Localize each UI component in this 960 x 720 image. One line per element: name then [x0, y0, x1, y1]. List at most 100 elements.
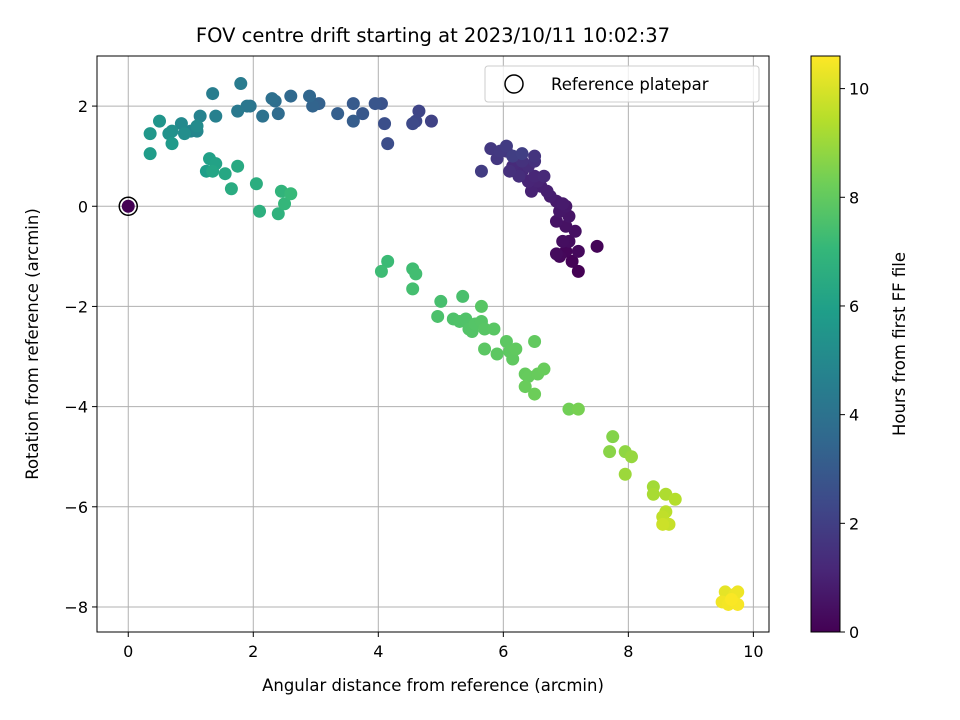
data-point	[515, 147, 529, 161]
data-point	[556, 197, 570, 211]
plot-frame	[96, 55, 770, 633]
y-tick-label: −2	[64, 297, 88, 316]
x-tick-label: 8	[623, 642, 633, 661]
data-point	[249, 177, 263, 191]
data-point	[528, 149, 542, 163]
data-point	[218, 167, 232, 181]
data-point	[518, 380, 532, 394]
y-tick-label: 2	[78, 97, 88, 116]
legend-label: Reference platepar	[551, 75, 709, 94]
data-point	[571, 264, 585, 278]
colorbar-tick-label: 8	[849, 188, 859, 207]
data-point	[278, 197, 292, 211]
data-point	[231, 104, 245, 118]
legend: Reference platepar	[484, 65, 760, 103]
data-point	[331, 107, 345, 121]
chart-title: FOV centre drift starting at 2023/10/11 …	[196, 24, 670, 47]
data-point	[556, 234, 570, 248]
data-point	[162, 127, 176, 141]
x-tick-label: 0	[123, 642, 133, 661]
x-axis-title: Angular distance from reference (arcmin)	[262, 676, 604, 695]
data-point	[724, 592, 738, 606]
data-point	[346, 114, 360, 128]
data-point	[499, 334, 513, 348]
data-point	[424, 114, 438, 128]
data-point	[478, 322, 492, 336]
reference-point-ring	[118, 196, 139, 217]
data-point	[381, 137, 395, 151]
data-point	[284, 187, 298, 201]
data-point	[537, 169, 551, 183]
data-point	[590, 239, 604, 253]
y-tick-label: −4	[64, 398, 88, 417]
data-point	[206, 164, 220, 178]
data-point	[143, 127, 157, 141]
data-point	[265, 92, 279, 106]
data-point	[271, 107, 285, 121]
data-point	[606, 430, 620, 444]
data-point	[356, 107, 370, 121]
reference-marker	[118, 196, 139, 217]
data-point	[431, 309, 445, 323]
data-point	[412, 104, 426, 118]
data-point	[509, 342, 523, 356]
data-point	[284, 89, 298, 103]
data-point	[256, 109, 270, 123]
data-point	[490, 347, 504, 361]
data-point	[374, 264, 388, 278]
data-point	[646, 487, 660, 501]
data-point	[303, 89, 317, 103]
data-point	[178, 127, 192, 141]
colorbar-title: Hours from first FF file	[890, 252, 909, 436]
x-axis-ticks: 0 2 4 6 8 10	[123, 632, 764, 661]
data-point	[571, 402, 585, 416]
data-point	[231, 159, 245, 173]
data-point	[271, 207, 285, 221]
data-point	[378, 117, 392, 131]
data-point	[503, 164, 517, 178]
data-point	[618, 467, 632, 481]
colorbar-tick-label: 4	[849, 406, 859, 425]
data-point	[524, 184, 538, 198]
y-tick-label: 0	[78, 197, 88, 216]
data-point	[668, 492, 682, 506]
data-point	[381, 254, 395, 268]
data-point	[528, 169, 542, 183]
colorbar-tick-label: 2	[849, 514, 859, 533]
data-point	[487, 322, 501, 336]
data-points	[143, 77, 745, 611]
colorbar-ticks: 0 2 4 6 8 10	[840, 80, 869, 642]
data-point	[565, 254, 579, 268]
data-point	[253, 204, 267, 218]
data-point	[549, 247, 563, 261]
data-point	[209, 109, 223, 123]
data-point	[406, 282, 420, 296]
data-point	[165, 137, 179, 151]
colorbar-tick-label: 10	[849, 80, 869, 99]
data-point	[234, 77, 248, 91]
data-point	[143, 147, 157, 161]
data-point	[474, 299, 488, 313]
data-point	[603, 445, 617, 459]
y-tick-label: −6	[64, 498, 88, 517]
data-point	[190, 119, 204, 133]
data-point	[456, 289, 470, 303]
data-point	[346, 97, 360, 111]
data-point	[562, 402, 576, 416]
y-axis-title: Rotation from reference (arcmin)	[23, 208, 42, 480]
colorbar: 0 2 4 6 8 10 Hours from first FF file	[810, 55, 909, 642]
data-point	[549, 214, 563, 228]
data-point	[571, 244, 585, 258]
data-point	[193, 109, 207, 123]
data-point	[406, 117, 420, 131]
x-tick-label: 10	[743, 642, 763, 661]
x-tick-label: 6	[498, 642, 508, 661]
colorbar-tick-label: 0	[849, 623, 859, 642]
data-point	[174, 117, 188, 131]
colorbar-gradient	[810, 55, 841, 633]
legend-reference-marker	[504, 74, 524, 94]
x-tick-label: 2	[248, 642, 258, 661]
y-tick-label: −8	[64, 598, 88, 617]
colorbar-tick-label: 6	[849, 297, 859, 316]
